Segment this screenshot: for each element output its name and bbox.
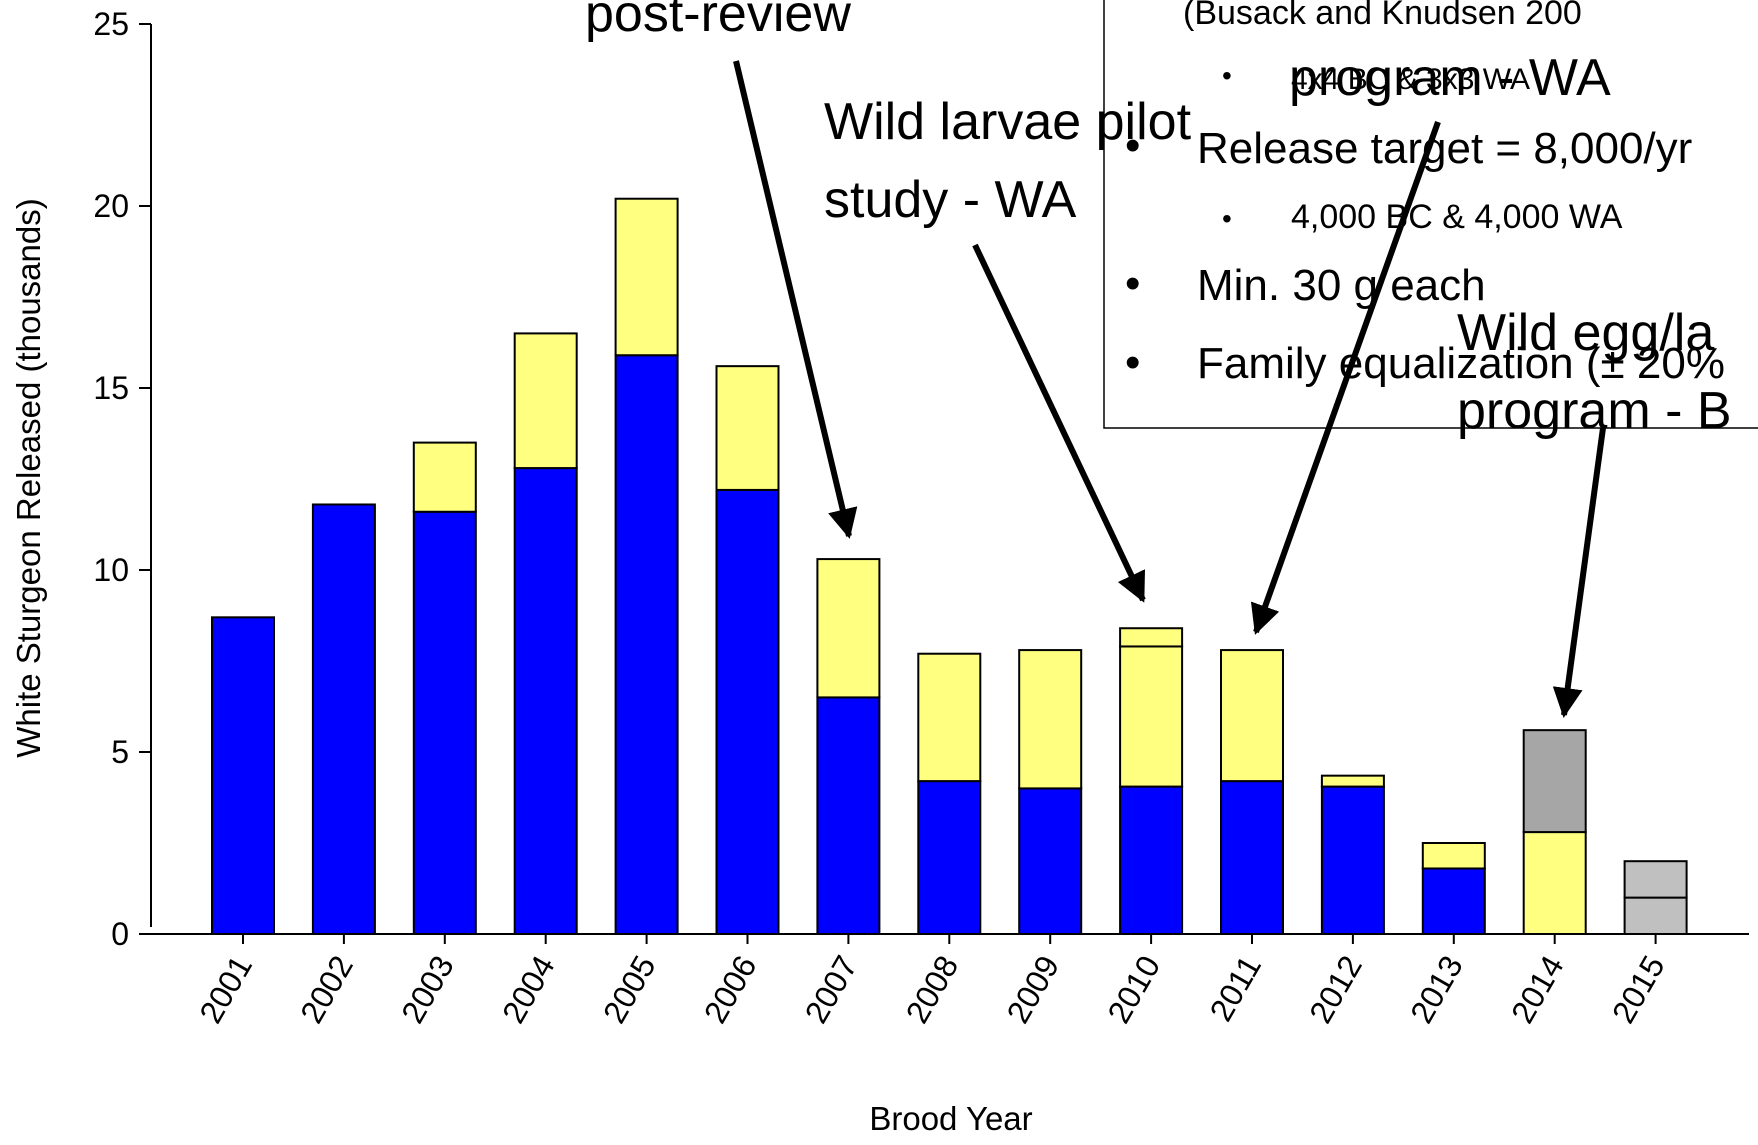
bar-segment — [1320, 774, 1385, 788]
y-tick-label: 20 — [93, 188, 129, 224]
bar-segment — [917, 780, 982, 935]
bullet: • — [1125, 121, 1140, 170]
x-tick-label: 2014 — [1504, 950, 1571, 1030]
annotation: program - B — [1457, 382, 1732, 440]
x-tick-label: 2010 — [1100, 950, 1167, 1030]
bar-segment — [1623, 896, 1688, 935]
bar-segment — [614, 354, 679, 935]
bar-segment — [1623, 860, 1688, 899]
y-axis-label: White Sturgeon Released (thousands) — [10, 198, 47, 758]
bar-segment — [1119, 627, 1184, 648]
bar-segment — [614, 197, 679, 357]
bar-segment — [513, 332, 578, 470]
arrows — [733, 60, 1606, 718]
y-tick-label: 0 — [111, 916, 129, 952]
bullet: • — [1125, 259, 1140, 308]
box-text: Min. 30 g each — [1197, 261, 1486, 310]
bullet: • — [1222, 203, 1232, 234]
annotation: post-review — [585, 0, 851, 43]
annotation-box — [1103, 0, 1758, 429]
bullet: • — [1222, 60, 1232, 91]
bar-segment — [1220, 649, 1284, 783]
box-text: 4,000 BC & 4,000 WA — [1291, 198, 1623, 236]
bar-segment — [715, 365, 780, 491]
x-tick-label: 2001 — [192, 950, 259, 1030]
annotation: Wild egg/la — [1457, 304, 1714, 362]
bar-segment — [1018, 787, 1083, 936]
bar-segment — [917, 652, 982, 783]
bar-segment — [1018, 649, 1083, 790]
bar-segment — [1421, 842, 1486, 870]
bar-segment — [1119, 785, 1184, 936]
bar-segment — [1522, 729, 1587, 834]
bar-segment — [1119, 645, 1184, 788]
y-tick-label: 25 — [93, 6, 129, 42]
x-tick-label: 2015 — [1605, 950, 1672, 1030]
arrow — [733, 60, 858, 539]
bar-segment — [311, 503, 376, 935]
x-tick-label: 2005 — [596, 950, 663, 1030]
box-text: 4x4 BC & 3x3 WA — [1291, 63, 1530, 96]
bar-segment — [513, 467, 578, 935]
arrow — [1552, 427, 1606, 718]
y-tick-label: 5 — [111, 734, 129, 770]
annotation: program - WA — [1289, 49, 1611, 107]
annotation: study - WA — [824, 171, 1077, 229]
x-tick-label: 2008 — [899, 950, 966, 1030]
bar-segment — [1320, 785, 1385, 936]
x-tick-label: 2004 — [495, 950, 562, 1030]
arrow — [1250, 120, 1441, 635]
bar-segment — [412, 441, 477, 513]
bar-segment — [1522, 831, 1587, 936]
x-tick-label: 2012 — [1302, 950, 1369, 1030]
bar-segment — [1421, 867, 1486, 935]
x-tick-label: 2013 — [1403, 950, 1470, 1030]
x-tick-label: 2003 — [394, 950, 461, 1030]
box-text: (Busack and Knudsen 200 — [1183, 0, 1582, 32]
box-text: Family equalization (± 20% — [1197, 339, 1725, 388]
arrow — [972, 243, 1146, 603]
bar-segment — [412, 510, 477, 935]
bar-segment — [715, 488, 780, 935]
bar-segment — [1220, 780, 1284, 935]
x-tick-label: 2002 — [293, 950, 360, 1030]
bullet: • — [1125, 338, 1140, 387]
bar-segment — [211, 616, 275, 935]
bar-segment — [816, 696, 881, 936]
bars — [211, 197, 1688, 936]
y-tick-label: 15 — [93, 370, 129, 406]
annotation: Wild larvae pilot — [824, 93, 1192, 151]
x-axis-label: Brood Year — [869, 1100, 1032, 1137]
x-tick-label: 2006 — [697, 950, 764, 1030]
box-text: Release target = 8,000/yr — [1197, 124, 1692, 173]
x-tick-label: 2011 — [1202, 950, 1268, 1028]
x-tick-label: 2007 — [798, 950, 865, 1030]
x-tick-label: 2009 — [999, 950, 1066, 1030]
bar-segment — [816, 558, 881, 699]
y-tick-label: 10 — [93, 552, 129, 588]
